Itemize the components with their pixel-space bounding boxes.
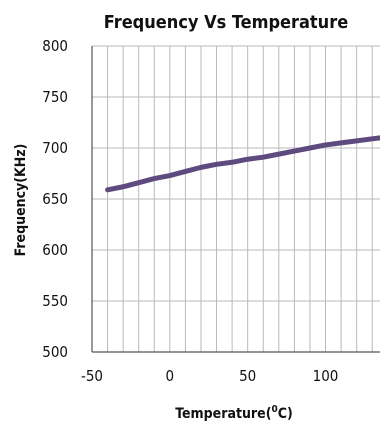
y-tick-label: 650: [42, 190, 68, 208]
y-tick-label: 800: [42, 37, 68, 55]
x-tick-label: 100: [313, 367, 339, 385]
series-line-group: [105, 135, 380, 193]
y-axis-label: Frequency(KHz): [13, 144, 29, 257]
grid: [91, 45, 380, 353]
chart-title: Frequency Vs Temperature: [104, 12, 348, 33]
y-tick-label: 600: [42, 241, 68, 259]
x-axis-label: Temperature(0C): [175, 404, 292, 422]
y-tick-label: 550: [42, 292, 68, 310]
y-tick-label: 750: [42, 88, 68, 106]
y-tick-label: 700: [42, 139, 68, 157]
x-tick-label: 0: [166, 367, 175, 385]
x-tick-label: -50: [81, 367, 103, 385]
y-tick-labels: 500 550 600 650 700 750 800: [42, 37, 68, 361]
x-tick-label: 50: [239, 367, 256, 385]
series-line-0: [105, 135, 380, 193]
x-tick-labels: -50 0 50 100: [81, 367, 338, 385]
y-tick-label: 500: [42, 343, 68, 361]
